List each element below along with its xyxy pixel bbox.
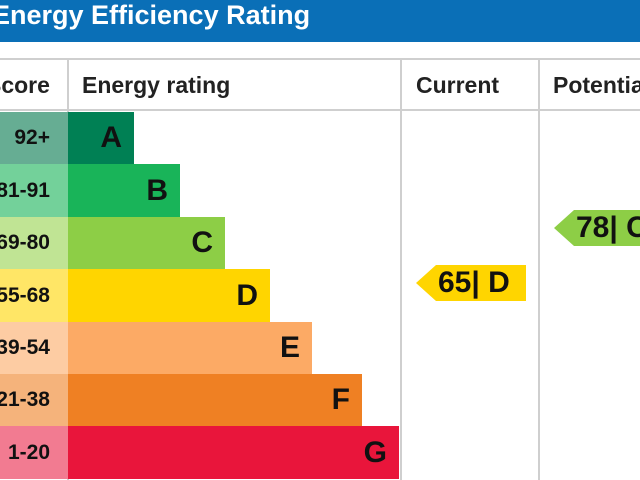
score-range-label: 39-54 — [0, 336, 50, 360]
score-range-b: 81-91 — [0, 164, 68, 218]
band-letter: G — [363, 435, 387, 469]
band-bar-g: G — [68, 426, 399, 480]
score-range-c: 69-80 — [0, 216, 68, 270]
score-range-d: 55-68 — [0, 269, 68, 323]
band-letter: A — [100, 121, 122, 155]
score-range-label: 1-20 — [7, 440, 50, 464]
band-letter: F — [331, 383, 350, 417]
band-letter: E — [279, 331, 300, 365]
band-letter: B — [146, 173, 168, 207]
header-energy-rating: Energy rating — [82, 72, 231, 98]
band-bar-e: E — [68, 321, 312, 375]
score-range-f: 21-38 — [0, 374, 68, 427]
band-letter: C — [191, 226, 213, 260]
current-rating-arrow-label: 65| D — [438, 265, 510, 299]
title-bar: Energy Efficiency Rating — [0, 0, 640, 42]
band-bar-c: C — [68, 216, 225, 270]
score-range-label: 21-38 — [0, 388, 50, 412]
header-potential: Potential — [553, 72, 640, 98]
band-bar-f: F — [68, 374, 362, 427]
current-rating-arrow: 65| D — [416, 264, 526, 301]
grid-line — [0, 58, 640, 60]
grid-line — [0, 109, 640, 111]
header-score: Score — [0, 72, 50, 98]
band-letter: D — [236, 278, 258, 312]
score-range-label: 55-68 — [0, 283, 50, 307]
grid-line — [538, 58, 540, 480]
score-range-label: 92+ — [14, 126, 50, 150]
header-current: Current — [416, 72, 500, 98]
chart-title: Energy Efficiency Rating — [0, 0, 311, 30]
band-bar-d: D — [68, 269, 270, 323]
potential-rating-arrow-label: 78| C — [576, 210, 640, 244]
score-range-a: 92+ — [0, 112, 68, 165]
band-bar-a: A — [68, 112, 134, 165]
score-range-e: 39-54 — [0, 321, 68, 375]
potential-rating-arrow: 78| C — [554, 209, 640, 246]
score-range-label: 81-91 — [0, 178, 50, 202]
band-bar-b: B — [68, 164, 180, 218]
score-range-label: 69-80 — [0, 231, 50, 255]
score-range-g: 1-20 — [0, 426, 68, 480]
grid-line — [400, 58, 402, 480]
